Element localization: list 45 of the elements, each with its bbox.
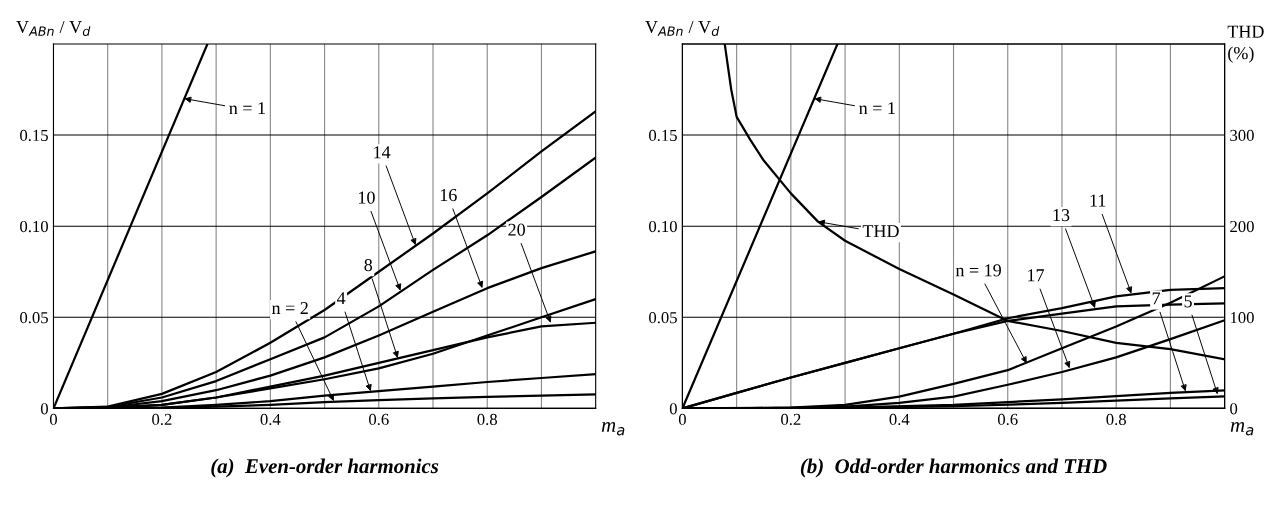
- annotation: n = 1: [229, 102, 265, 115]
- x-tick-label: 0: [678, 413, 686, 426]
- y-tick-label: 0.15: [649, 129, 677, 142]
- y-axis-title: V$_{ABn}$ / V$_{d}$: [16, 20, 91, 36]
- annotation: 5: [1184, 295, 1192, 308]
- text: (b) Odd-order harmonics and THD: [800, 458, 1107, 478]
- annotation: 4: [336, 292, 346, 305]
- annotation: 14: [374, 146, 391, 159]
- annotation: THD: [862, 225, 899, 238]
- annotation: 16: [440, 189, 457, 202]
- x-tick-label: 0.2: [781, 413, 801, 426]
- y-tick-label: 0.10: [20, 220, 48, 233]
- y-tick-label: 0.15: [20, 129, 48, 142]
- annotation: n = 19: [955, 264, 1001, 277]
- x-tick-label: 0: [49, 413, 57, 426]
- annotation: n = 2: [271, 302, 308, 314]
- y-tick-label: 0.10: [649, 220, 677, 233]
- annotation: 11: [1090, 194, 1106, 207]
- x-tick-label: 0.2: [152, 413, 172, 426]
- text: (a) Even-order harmonics: [211, 458, 439, 478]
- y-axis-title: V$_{ABn}$ / V$_{d}$: [645, 20, 720, 36]
- annotation: 8: [364, 258, 373, 272]
- annotation: 10: [359, 191, 375, 204]
- x-tick-label: 0.4: [889, 413, 910, 426]
- x-tick-label: 0.8: [477, 413, 498, 426]
- y-tick-label: 0: [669, 403, 677, 415]
- annotation: n = 1: [859, 102, 895, 115]
- x-tick-label: 0.6: [369, 413, 389, 426]
- y2-tick-label: 100: [1230, 312, 1254, 324]
- y-tick-label: 0.05: [649, 312, 677, 324]
- x-axis-title: m$_{a}$: [1230, 422, 1254, 436]
- x-tick-label: 0.6: [997, 413, 1018, 426]
- annotation: 13: [1053, 209, 1070, 222]
- y-tick-label: 0.05: [20, 312, 48, 324]
- annotation: 7: [1152, 292, 1161, 305]
- annotation: 20: [508, 223, 525, 236]
- y2-tick-label: 200: [1230, 220, 1254, 233]
- x-tick-label: 0.4: [260, 413, 281, 426]
- x-tick-label: 0.8: [1106, 413, 1126, 426]
- y-tick-label: 0: [40, 403, 48, 415]
- y2-axis-title: THD (%): [1227, 25, 1264, 63]
- x-axis-title: m$_{a}$: [601, 422, 625, 436]
- annotation: 17: [1028, 269, 1045, 282]
- y2-tick-label: 0: [1230, 403, 1238, 415]
- y2-tick-label: 300: [1230, 129, 1254, 142]
